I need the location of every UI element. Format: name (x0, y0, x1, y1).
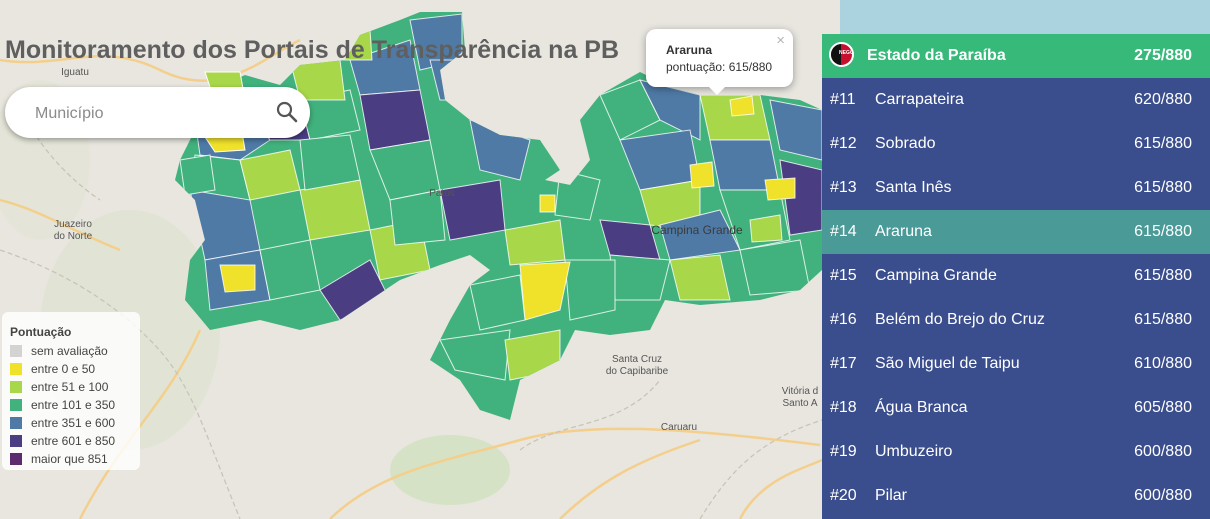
popup-tip (708, 86, 726, 95)
ranking-municipality: Araruna (875, 223, 932, 240)
legend-item: entre 351 e 600 (10, 416, 115, 430)
ranking-municipality: Campina Grande (875, 267, 997, 284)
place-iguatu: Iguatu (61, 67, 89, 78)
ranking-score: 620/880 (1134, 91, 1192, 108)
legend-swatch (10, 399, 22, 411)
legend-item: entre 0 e 50 (10, 362, 95, 376)
ranking-score: 600/880 (1134, 443, 1192, 460)
ranking-row[interactable]: #20 Pilar 600/880 (822, 474, 1210, 518)
ranking-score: 615/880 (1134, 179, 1192, 196)
municipality-search[interactable] (5, 87, 310, 138)
ranking-municipality: Água Branca (875, 399, 968, 416)
page-title: Monitoramento dos Portais de Transparênc… (5, 36, 620, 64)
ranking-row-selected[interactable]: #14 Araruna 615/880 (822, 210, 1210, 254)
ranking-municipality: Santa Inês (875, 179, 952, 196)
map-popup: × Araruna pontuação: 615/880 (646, 29, 793, 95)
legend-item: entre 101 e 350 (10, 398, 115, 412)
ranking-position: #13 (830, 179, 857, 196)
legend-label: entre 51 e 100 (31, 380, 109, 394)
legend-item: entre 51 e 100 (10, 380, 108, 394)
legend-label: entre 351 e 600 (31, 416, 116, 430)
ranking-position: #11 (830, 91, 856, 108)
ranking-state-row[interactable]: NEGO Estado da Paraíba 275/880 (822, 34, 1210, 78)
legend-swatch (10, 363, 22, 375)
ranking-row[interactable]: #17 São Miguel de Taipu 610/880 (822, 342, 1210, 386)
legend-label: maior que 851 (31, 452, 108, 466)
ranking-panel: NEGO Estado da Paraíba 275/880 #11 Carrap… (822, 34, 1210, 519)
paraiba-flag-icon: NEGO (829, 42, 854, 67)
legend-label: entre 101 e 350 (31, 398, 116, 412)
popup-municipality-name: Araruna (666, 43, 713, 57)
place-santa-cruz-line2: do Capibaribe (606, 366, 669, 377)
legend-label: entre 601 e 850 (31, 434, 116, 448)
ranking-score: 600/880 (1134, 487, 1192, 504)
ranking-score: 615/880 (1134, 135, 1192, 152)
ranking-score: 615/880 (1134, 267, 1192, 284)
ranking-row[interactable]: #13 Santa Inês 615/880 (822, 166, 1210, 210)
ranking-state-score: 275/880 (1134, 47, 1192, 64)
legend-title: Pontuação (10, 325, 72, 339)
ranking-municipality: Umbuzeiro (875, 443, 953, 460)
ranking-score: 615/880 (1134, 223, 1192, 240)
ranking-row[interactable]: #12 Sobrado 615/880 (822, 122, 1210, 166)
ranking-row[interactable]: #16 Belém do Brejo do Cruz 615/880 (822, 298, 1210, 342)
ranking-row[interactable]: #18 Água Branca 605/880 (822, 386, 1210, 430)
legend-label: sem avaliação (31, 344, 108, 358)
ranking-score: 610/880 (1134, 355, 1192, 372)
place-vitoria-line2: Santo A (782, 398, 817, 409)
legend-item: entre 601 e 850 (10, 434, 115, 448)
ranking-position: #17 (830, 355, 857, 372)
place-juazeiro-line1: Juazeiro (54, 219, 92, 230)
ranking-row[interactable]: #19 Umbuzeiro 600/880 (822, 430, 1210, 474)
legend-swatch (10, 435, 22, 447)
legend-swatch (10, 345, 22, 357)
ranking-score: 605/880 (1134, 399, 1192, 416)
legend-swatch (10, 381, 22, 393)
ranking-municipality: Pilar (875, 487, 908, 504)
ranking-row[interactable]: #11 Carrapateira 620/880 (822, 78, 1210, 122)
ranking-position: #18 (830, 399, 857, 416)
ranking-position: #20 (830, 487, 857, 504)
search-icon[interactable] (274, 99, 300, 125)
popup-close-button[interactable]: × (776, 32, 785, 49)
place-campina-grande: Campina Grande (651, 223, 743, 237)
ranking-position: #16 (830, 311, 857, 328)
ranking-municipality: Sobrado (875, 135, 936, 152)
place-juazeiro-line2: do Norte (54, 231, 93, 242)
map-legend: Pontuação sem avaliação entre 0 e 50 ent… (2, 312, 140, 470)
legend-swatch (10, 417, 22, 429)
place-caruaru: Caruaru (661, 422, 697, 433)
ranking-position: #19 (830, 443, 857, 460)
popup-score: pontuação: 615/880 (666, 60, 773, 74)
ranking-row[interactable]: #15 Campina Grande 615/880 (822, 254, 1210, 298)
place-vitoria-line1: Vitória d (782, 386, 819, 397)
legend-label: entre 0 e 50 (31, 362, 96, 376)
ranking-score: 615/880 (1134, 311, 1192, 328)
ranking-position: #15 (830, 267, 857, 284)
search-input[interactable] (33, 100, 267, 128)
legend-item: sem avaliação (10, 344, 108, 358)
ranking-municipality: São Miguel de Taipu (875, 355, 1020, 372)
legend-swatch (10, 453, 22, 465)
ranking-position: #14 (830, 223, 857, 240)
ranking-position: #12 (830, 135, 857, 152)
ranking-state-name: Estado da Paraíba (867, 47, 1006, 64)
place-santa-cruz-line1: Santa Cruz (612, 354, 662, 365)
legend-item: maior que 851 (10, 452, 108, 466)
ranking-municipality: Carrapateira (875, 91, 964, 108)
ranking-municipality: Belém do Brejo do Cruz (875, 311, 1045, 328)
place-patos: Patos (429, 188, 455, 199)
